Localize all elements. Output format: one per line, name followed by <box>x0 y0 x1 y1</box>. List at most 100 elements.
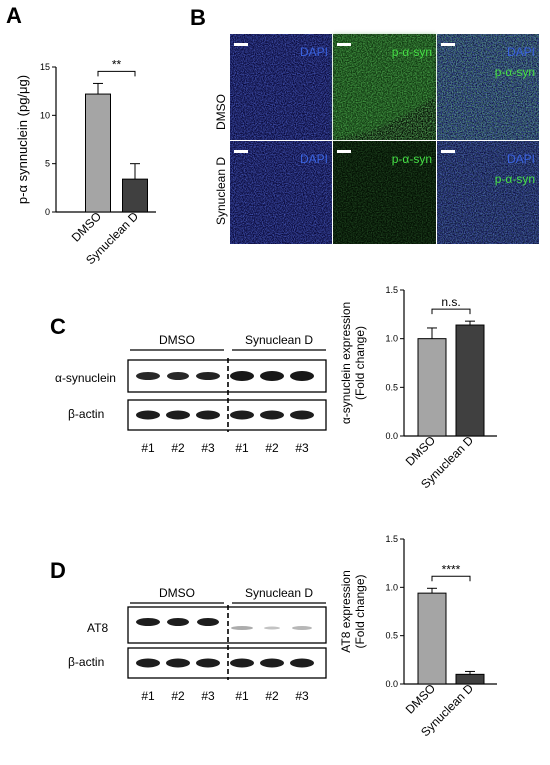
row-label-synuclean-d: Synuclean D <box>214 157 228 225</box>
blot-band <box>290 658 314 668</box>
blot-frame <box>127 606 327 644</box>
bar <box>417 338 447 437</box>
y-tick-label: 1.0 <box>385 334 398 344</box>
panel-label-a: A <box>6 3 22 28</box>
blot-band <box>230 410 254 420</box>
scale-bar <box>441 150 455 153</box>
lane-label: #2 <box>265 441 279 455</box>
image-dmso-dapi: DAPI <box>230 34 332 140</box>
lane-label: #1 <box>141 441 155 455</box>
bar <box>455 324 485 437</box>
blot-band <box>166 658 190 668</box>
group-label-dmso: DMSO <box>159 333 195 347</box>
band-label-alpha-synuclein: α-synuclein <box>55 371 116 385</box>
scale-bar <box>234 150 248 153</box>
blot-band <box>290 410 314 420</box>
panel-label-c: C <box>50 314 66 339</box>
image-dmso-p-syn: p-α-syn <box>333 34 436 140</box>
blot-band <box>260 410 284 420</box>
lane-label: #3 <box>295 689 309 703</box>
image-synuclean-p-syn: p-α-syn <box>333 141 436 244</box>
bar <box>455 673 485 685</box>
lane-label: #3 <box>201 689 215 703</box>
scale-bar <box>234 43 248 46</box>
channel-label: p-α-syn <box>495 65 535 79</box>
significance-bracket <box>431 308 471 315</box>
image-dmso-merge: DAPI p-α-syn <box>437 34 539 140</box>
blot-band <box>196 658 220 668</box>
chart-d: 0.0 0.5 1.0 1.5 AT8 expression (Fold change) D… <box>339 534 497 739</box>
y-axis-label: α-synuclein expression <box>339 302 353 424</box>
blot-band <box>167 372 189 380</box>
lane-label: #2 <box>265 689 279 703</box>
y-tick-label: 0.0 <box>385 679 398 689</box>
y-tick-label: 1.5 <box>385 534 398 544</box>
y-tick-label: 0 <box>45 207 50 217</box>
bar <box>85 93 111 213</box>
blot-band <box>136 618 160 626</box>
y-tick-label: 1.0 <box>385 582 398 592</box>
channel-label: DAPI <box>507 45 535 59</box>
group-label-synuclean-d: Synuclean D <box>245 586 313 600</box>
lane-label: #3 <box>295 441 309 455</box>
blot-band <box>166 410 190 420</box>
blot-band <box>196 410 220 420</box>
blot-band <box>196 372 220 380</box>
lane-label: #3 <box>201 441 215 455</box>
y-tick-label: 5 <box>45 159 50 169</box>
y-tick-label: 15 <box>40 62 50 72</box>
y-axis-label: (Fold change) <box>353 574 367 648</box>
channel-label: DAPI <box>300 152 328 166</box>
y-tick-label: 10 <box>40 110 50 120</box>
y-axis-label: p-α synnuclein (pg/μg) <box>15 75 30 204</box>
y-tick-label: 0.5 <box>385 631 398 641</box>
y-tick-label: 0.0 <box>385 431 398 441</box>
blot-band <box>136 410 160 420</box>
category-label: DMSO <box>403 681 438 716</box>
western-blot-c: DMSO Synuclean D α-synuclein β-actin #1 #… <box>55 333 327 455</box>
significance-label: n.s. <box>441 295 460 309</box>
lane-label: #2 <box>171 689 185 703</box>
lane-label: #2 <box>171 441 185 455</box>
y-tick-label: 0.5 <box>385 382 398 392</box>
significance-bracket <box>97 70 136 77</box>
channel-label: p-α-syn <box>392 45 432 59</box>
panel-label-d: D <box>50 558 66 583</box>
scale-bar <box>337 150 351 153</box>
y-axis-label: (Fold change) <box>353 326 367 400</box>
blot-band <box>136 658 160 668</box>
blot-band <box>167 618 189 626</box>
group-label-synuclean-d: Synuclean D <box>245 333 313 347</box>
y-axis-label: AT8 expression <box>339 570 353 652</box>
microscopy-panel-b: DMSO Synuclean D DAPI p-α-syn DAPI p-α-s… <box>214 34 539 244</box>
lane-label: #1 <box>235 689 249 703</box>
scale-bar <box>441 43 455 46</box>
band-label-beta-actin: β-actin <box>68 655 104 669</box>
band-label-beta-actin: β-actin <box>68 407 104 421</box>
panel-label-b: B <box>190 5 206 30</box>
blot-band <box>136 372 160 380</box>
blot-band <box>197 618 219 626</box>
row-label-dmso: DMSO <box>214 94 228 130</box>
channel-label: p-α-syn <box>495 172 535 186</box>
image-synuclean-merge: DAPI p-α-syn <box>437 141 539 244</box>
bar <box>417 592 447 685</box>
significance-label: **** <box>442 562 461 576</box>
channel-label: p-α-syn <box>392 152 432 166</box>
channel-label: DAPI <box>300 45 328 59</box>
significance-label: ** <box>112 57 122 71</box>
blot-band <box>264 626 280 630</box>
blot-band <box>292 626 312 630</box>
group-label-dmso: DMSO <box>159 586 195 600</box>
image-synuclean-dapi: DAPI <box>230 141 332 244</box>
category-label: DMSO <box>403 433 438 468</box>
blot-band <box>230 371 254 381</box>
chart-c: 0.0 0.5 1.0 1.5 α-synuclein expression (Fold … <box>339 285 497 491</box>
significance-bracket <box>431 575 471 582</box>
blot-band <box>290 371 314 381</box>
blot-band <box>260 658 284 668</box>
blot-band <box>230 658 254 668</box>
scale-bar <box>337 43 351 46</box>
lane-label: #1 <box>141 689 155 703</box>
